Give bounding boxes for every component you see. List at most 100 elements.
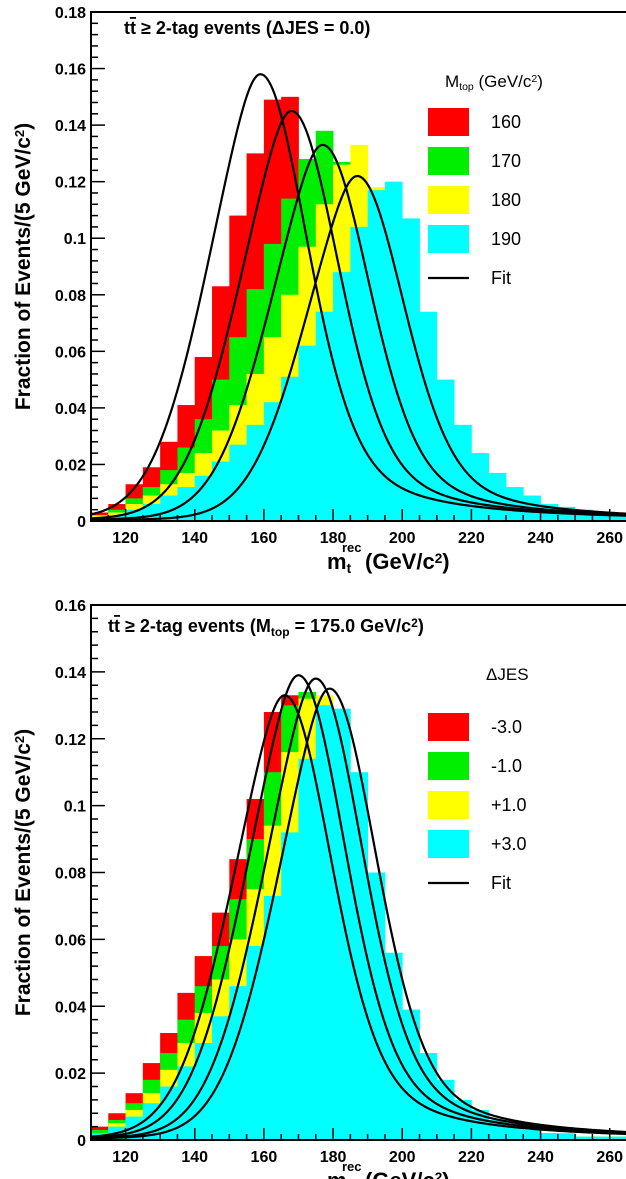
y-tick-label: 0.06 xyxy=(55,344,86,361)
x-axis-label-symbol: mt xyxy=(327,1168,352,1179)
fit-curve-+1.0 xyxy=(90,677,626,1140)
y-tick-label: 0.16 xyxy=(55,598,86,615)
y-tick-label: 0.1 xyxy=(64,231,86,248)
histogram-bar xyxy=(229,444,248,521)
x-tick-label: 240 xyxy=(527,1149,554,1166)
legend-swatch-170 xyxy=(428,147,469,175)
histogram-bar xyxy=(194,1043,213,1140)
x-tick-label: 120 xyxy=(112,530,139,547)
legend-label: +3.0 xyxy=(491,834,527,854)
legend-swatch-+1.0 xyxy=(428,791,469,819)
histogram-bar xyxy=(419,1053,438,1140)
histogram-bar xyxy=(575,1136,593,1140)
y-tick-label: 0.14 xyxy=(55,665,86,682)
plot-frame xyxy=(90,11,626,522)
x-tick-label: 260 xyxy=(596,530,623,547)
histogram-bar xyxy=(402,218,420,521)
histogram-bar xyxy=(367,190,386,521)
x-tick-label: 200 xyxy=(389,1149,416,1166)
x-axis-label-symbol: mt xyxy=(327,549,352,576)
x-tick-label: 220 xyxy=(458,1149,485,1166)
histogram-bar xyxy=(298,758,317,1140)
legend-swatch--3.0 xyxy=(428,713,469,741)
histogram-bar xyxy=(557,1133,576,1140)
x-axis-label-units: (GeV/c2) xyxy=(365,1168,450,1179)
fit-curve--1.0 xyxy=(90,674,626,1139)
y-tick-label: 0.16 xyxy=(55,62,86,79)
x-tick-label: 120 xyxy=(112,1149,139,1166)
histogram-bar xyxy=(384,181,403,522)
legend-title: Mtop (GeV/c2) xyxy=(445,72,543,93)
x-axis-label-units: (GeV/c2) xyxy=(365,549,450,574)
x-axis-label-superscript: rec xyxy=(342,1159,362,1174)
histogram-bar xyxy=(609,515,626,521)
histogram-bar xyxy=(315,705,334,1140)
x-axis: 120 140 160 180 200 220 240 260 xyxy=(90,509,623,547)
y-axis: 0 0.02 0.04 0.06 0.08 0.1 0.12 0.14 0.16 0.18 xyxy=(55,5,105,531)
y-tick-label: 0.18 xyxy=(55,5,86,22)
histogram-bar xyxy=(177,487,196,521)
legend-swatch--1.0 xyxy=(428,752,469,780)
histogram-bar xyxy=(350,772,369,1140)
histogram-bar xyxy=(160,495,178,521)
chart-title: tt ≥ 2-tag events (Mtop = 175.0 GeV/c2) xyxy=(108,616,424,639)
y-tick-label: 0.04 xyxy=(55,401,86,418)
histogram-bar xyxy=(419,311,438,521)
x-tick-label: 160 xyxy=(251,530,278,547)
histogram-bar xyxy=(436,1079,455,1140)
histogram-bar xyxy=(367,872,386,1140)
x-axis-label-superscript: rec xyxy=(342,540,362,555)
histogram-bar xyxy=(177,1066,196,1140)
y-tick-label: 0.12 xyxy=(55,175,86,192)
histogram-bar xyxy=(263,402,282,521)
histogram-bar xyxy=(505,487,524,521)
legend-label: 170 xyxy=(491,151,521,171)
histogram-bar xyxy=(471,453,490,521)
y-tick-label: 0.02 xyxy=(55,1066,86,1083)
legend-swatch-180 xyxy=(428,186,469,214)
x-tick-label: 220 xyxy=(458,530,485,547)
legend-swatch-160 xyxy=(428,108,469,136)
legend-label: 160 xyxy=(491,112,521,132)
legend: ΔJES -3.0 -1.0 +1.0 +3.0 Fit xyxy=(428,665,529,893)
y-tick-label: 0.08 xyxy=(55,866,86,883)
y-tick-label: 0.08 xyxy=(55,288,86,305)
y-axis-label: Fraction of Events/(5 GeV/c2) xyxy=(12,123,35,410)
legend-fit-label: Fit xyxy=(491,873,511,893)
y-tick-label: 0.04 xyxy=(55,999,86,1016)
y-tick-label: 0.12 xyxy=(55,732,86,749)
legend-title: ΔJES xyxy=(486,665,529,684)
histogram-bar xyxy=(592,512,611,521)
y-axis-label: Fraction of Events/(5 GeV/c2) xyxy=(12,729,35,1016)
fit-curve-190 xyxy=(90,174,626,522)
histogram-bar xyxy=(281,376,299,521)
chart-panel-2: 120 140 160 180 200 220 240 260 0 0.02 0.04 0.06 0.0… xyxy=(12,598,626,1179)
x-tick-label: 160 xyxy=(251,1149,278,1166)
y-tick-label: 0.06 xyxy=(55,932,86,949)
histogram-bar xyxy=(454,424,472,521)
fit-curve-160 xyxy=(90,73,626,517)
y-tick-label: 0.14 xyxy=(55,118,86,135)
histogram-bar xyxy=(540,1133,559,1140)
histogram-bar xyxy=(523,1129,541,1140)
x-tick-label: 140 xyxy=(181,1149,208,1166)
x-tick-label: 260 xyxy=(596,1149,623,1166)
histogram-bar xyxy=(263,895,282,1140)
x-tick-label: 180 xyxy=(320,530,347,547)
histogram-bar xyxy=(298,345,317,521)
x-axis: 120 140 160 180 200 220 240 260 xyxy=(90,1128,623,1166)
y-tick-label: 0.02 xyxy=(55,457,86,474)
legend-label: +1.0 xyxy=(491,795,527,815)
legend: Mtop (GeV/c2) 160 170 180 190 Fit xyxy=(428,72,543,288)
legend-swatch-+3.0 xyxy=(428,830,469,858)
legend-swatch-190 xyxy=(428,225,469,253)
fit-curve--3.0 xyxy=(90,694,626,1138)
histogram-bar xyxy=(315,311,334,521)
legend-label: 190 xyxy=(491,229,521,249)
histogram-bar xyxy=(333,708,351,1140)
x-tick-label: 180 xyxy=(320,1149,347,1166)
histogram-bar xyxy=(402,1009,420,1140)
legend-label: -1.0 xyxy=(491,756,522,776)
fit-curve-+3.0 xyxy=(90,687,626,1140)
chart-panel-1: 120 140 160 180 200 220 240 260 0 0.02 0.04 0.06 0.0… xyxy=(12,5,626,576)
